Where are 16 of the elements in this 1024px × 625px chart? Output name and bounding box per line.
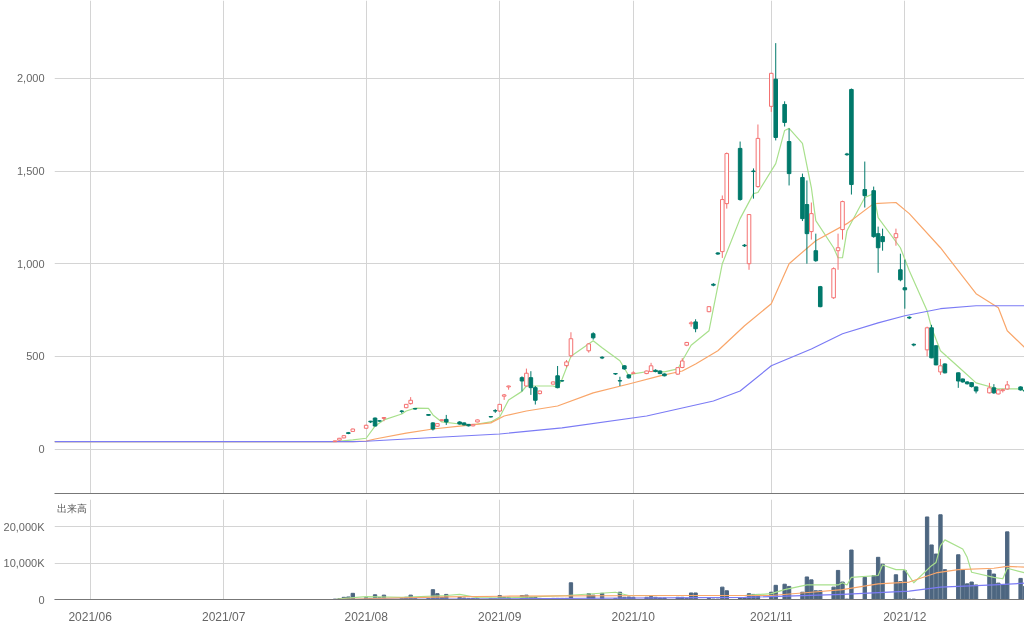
- x-tick-label: 2021/11: [750, 609, 793, 624]
- x-tick-label: 2021/06: [68, 609, 113, 624]
- x-tick-label: 2021/12: [883, 609, 927, 624]
- y-tick-label: 2,000: [16, 72, 45, 85]
- y-tick-label: 1,500: [16, 165, 45, 178]
- x-tick-label: 2021/08: [344, 609, 389, 624]
- y-axis-title: 出来高: [56, 502, 87, 514]
- x-tick-label: 2021/10: [611, 609, 656, 624]
- y-tick-label: 0: [38, 443, 45, 456]
- x-tick-label: 2021/09: [478, 609, 522, 624]
- x-tick-label: 2021/07: [201, 609, 246, 624]
- y-tick-label: 20,000K: [3, 520, 46, 533]
- y-tick-label: 500: [26, 350, 45, 363]
- y-tick-label: 0: [38, 593, 45, 606]
- y-tick-label: 10,000K: [3, 557, 46, 570]
- y-tick-label: 1,000: [16, 257, 45, 270]
